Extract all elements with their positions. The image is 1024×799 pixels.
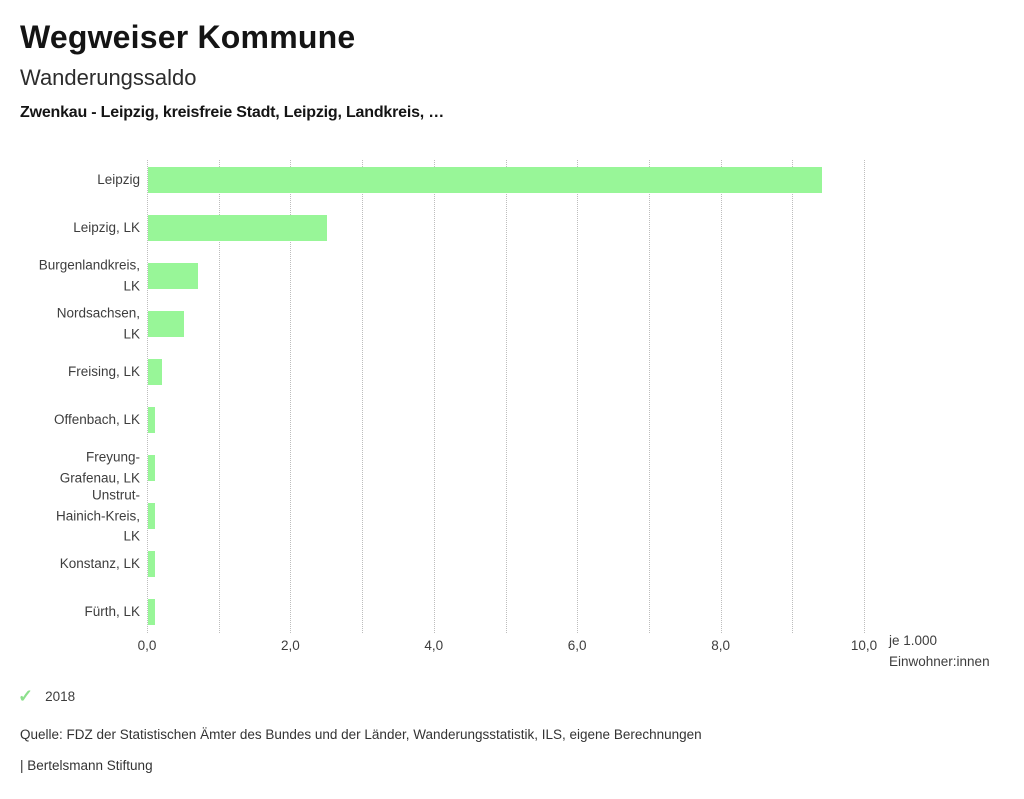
x-axis-tick-label: 2,0	[281, 638, 300, 653]
x-axis-tick-label: 6,0	[567, 638, 587, 653]
y-axis-label: Freyung- Grafenau, LK	[59, 449, 140, 486]
bar	[148, 551, 156, 577]
gridline	[290, 160, 292, 633]
gridline	[433, 160, 435, 633]
bar	[148, 599, 156, 625]
bar	[148, 311, 184, 337]
x-axis-tick-label: 0,0	[137, 638, 157, 653]
legend-item-2018[interactable]: ✓ 2018	[18, 687, 75, 705]
y-axis-label: Burgenlandkreis, LK	[38, 257, 140, 294]
gridline	[864, 160, 865, 633]
gridline	[218, 160, 220, 633]
gridline	[147, 160, 148, 633]
bar	[148, 167, 822, 193]
chart-title: Wanderungssaldo	[20, 65, 197, 90]
attribution-text: | Bertelsmann Stiftung	[20, 758, 153, 773]
x-axis-tick-label: 4,0	[424, 638, 444, 653]
x-axis-tick-label: 8,0	[711, 638, 730, 653]
bar	[148, 407, 156, 433]
gridline	[362, 160, 364, 633]
y-axis-labels: Leipzig Leipzig, LK Burgenlandkreis, LK Nord…	[0, 160, 140, 633]
gridline	[720, 160, 722, 633]
gridline	[577, 160, 579, 633]
x-axis-unit-line1: je 1.000	[889, 633, 938, 648]
gridline	[648, 160, 650, 633]
y-axis-label: Leipzig, LK	[73, 219, 140, 235]
bar	[148, 215, 328, 241]
bar	[148, 359, 163, 385]
x-axis-tick-labels: 0,0 2,0 4,0 6,0 8,0 10,0	[138, 638, 878, 656]
chart-subtitle: Zwenkau - Leipzig, kreisfreie Stadt, Lei…	[20, 104, 445, 121]
y-axis-label: Nordsachsen, LK	[56, 305, 140, 342]
plot-area	[147, 160, 865, 633]
y-axis-label: Konstanz, LK	[59, 555, 140, 571]
y-axis-label: Offenbach, LK	[53, 411, 140, 427]
bar	[148, 455, 156, 481]
y-axis-label: Unstrut- Hainich-Kreis, LK	[55, 487, 140, 544]
brand-title: Wegweiser Kommune	[20, 19, 356, 55]
y-axis-label: Fürth, LK	[84, 603, 140, 619]
y-axis-label: Leipzig	[97, 171, 140, 187]
bar	[148, 503, 156, 529]
gridline	[505, 160, 507, 633]
x-axis-tick-label: 10,0	[850, 638, 878, 653]
source-text: Quelle: FDZ der Statistischen Ämter des …	[20, 727, 702, 742]
y-axis-label: Freising, LK	[67, 363, 140, 379]
legend-label: 2018	[45, 688, 76, 704]
x-axis-unit-line2: Einwohner:innen	[889, 654, 990, 669]
x-axis-unit-label: je 1.000 Einwohner:innen	[889, 630, 990, 672]
gridline	[792, 160, 794, 633]
bar	[148, 263, 199, 289]
check-icon: ✓	[18, 686, 34, 706]
